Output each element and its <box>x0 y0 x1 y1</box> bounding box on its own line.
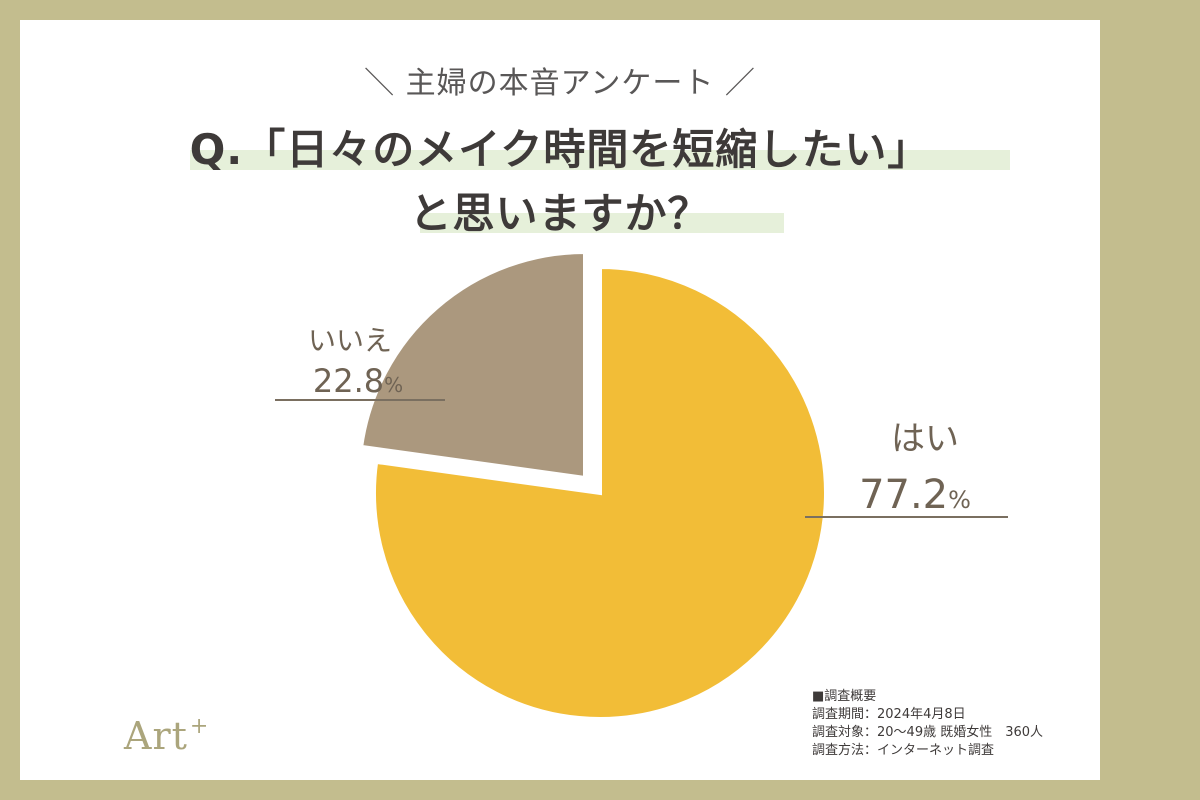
brand-logo: Art+ <box>124 714 209 758</box>
brand-logo-name: Art <box>124 714 188 758</box>
survey-notes-line: 調査方法：インターネット調査 <box>812 743 995 758</box>
question-title-line1: Q.「日々のメイク時間を短縮したい」 <box>189 125 931 174</box>
title-highlight-1 <box>190 150 1010 170</box>
survey-notes-heading: ■調査概要 <box>812 689 877 704</box>
pie-chart: はい 77.2% いいえ 22.8% <box>275 249 1008 721</box>
survey-card: ＼ 主婦の本音アンケート ／ Q.「日々のメイク時間を短縮したい」 と思いますか… <box>20 20 1100 780</box>
slice-value-yes: 77.2% <box>859 472 971 518</box>
slice-value-no: 22.8% <box>313 362 403 400</box>
brand-logo-mark: + <box>189 714 210 739</box>
survey-notes-line: 調査期間：2024年4月8日 <box>812 707 966 722</box>
pie-slice-no <box>358 249 587 481</box>
slice-label-no: いいえ <box>308 324 392 357</box>
survey-kicker: ＼ 主婦の本音アンケート ／ <box>364 66 756 101</box>
survey-notes-line: 調査対象：20〜49歳 既婚女性 360人 <box>812 725 1044 740</box>
title-highlight-2 <box>420 213 784 233</box>
survey-notes: ■調査概要 調査期間：2024年4月8日 調査対象：20〜49歳 既婚女性 36… <box>812 688 1043 760</box>
slice-label-yes: はい <box>891 419 959 459</box>
pie-slice-yes <box>372 264 828 721</box>
question-title-line2: と思いますか？ <box>409 189 711 238</box>
